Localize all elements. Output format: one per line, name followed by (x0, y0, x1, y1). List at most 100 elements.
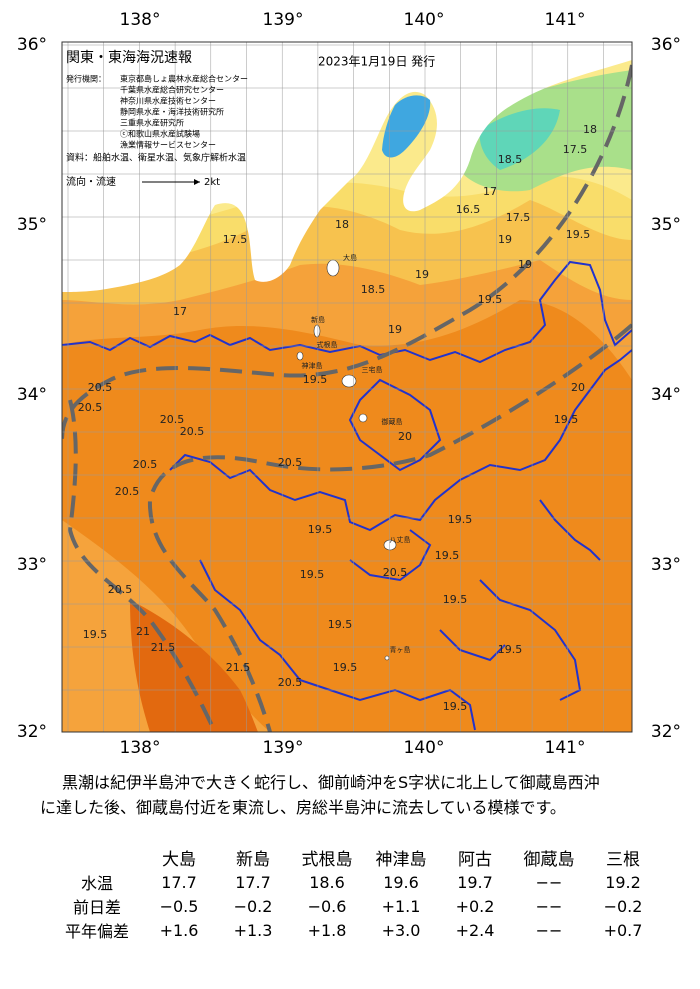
value: 19.7 (457, 872, 493, 892)
contour-label: 16.5 (456, 203, 481, 216)
contour-label: 19.5 (333, 661, 358, 674)
contour-label: 19.5 (478, 293, 503, 306)
value: −− (535, 920, 563, 940)
institution: ⓒ和歌山県水産試験場 (120, 129, 200, 139)
lat-label: 36° (651, 35, 681, 55)
lon-label: 140° (404, 10, 445, 30)
contour-label: 19.5 (300, 568, 325, 581)
lat-label: 33° (17, 555, 47, 575)
contour-label: 18.5 (498, 153, 523, 166)
value: −0.5 (159, 896, 199, 916)
lat-label: 35° (17, 215, 47, 235)
island-label: 三宅島 (362, 365, 383, 374)
contour-label: 17.5 (223, 233, 248, 246)
institution: 三重県水産研究所 (120, 118, 184, 128)
contour-label: 17 (483, 185, 497, 198)
value: 18.6 (309, 872, 345, 892)
summary: 黒潮は紀伊半島沖で大きく蛇行し、御前崎沖をS字状に北上して御蔵島西沖 に達した後… (40, 770, 680, 820)
institution: 漁業情報サービスセンター (120, 140, 216, 150)
contour-label: 17.5 (563, 143, 588, 156)
value: 19.6 (383, 872, 419, 892)
lat-label: 32° (17, 722, 47, 742)
contour-label: 21.5 (226, 661, 251, 674)
lon-label: 139° (263, 738, 304, 758)
value: 19.2 (605, 872, 641, 892)
data-source: 資料：船舶水温、衛星水温、気象庁解析水温 (66, 152, 246, 164)
value: 17.7 (161, 872, 197, 892)
value: +1.3 (233, 920, 273, 940)
lat-label: 35° (651, 215, 681, 235)
current-scale: 2kt (204, 177, 220, 188)
contour-label: 20.5 (278, 676, 303, 689)
contour-label: 19.5 (443, 700, 468, 713)
grid (62, 42, 632, 732)
map: 138° 138° 139° 139° 140° 140° 141° 141° 36° 36° 35… (17, 10, 681, 758)
island-label: 式根島 (317, 340, 338, 349)
lat-label: 34° (651, 385, 681, 405)
island-label: 大島 (343, 253, 357, 262)
value: +2.4 (455, 920, 495, 940)
contour-label: 18.5 (361, 283, 386, 296)
contour-label: 19.5 (448, 513, 473, 526)
lon-label: 138° (120, 738, 161, 758)
island-label: 御蔵島 (382, 417, 403, 426)
contour-label: 19.5 (308, 523, 333, 536)
contour-label: 20.5 (278, 456, 303, 469)
contour-label: 20 (571, 381, 585, 394)
value: +1.6 (159, 920, 199, 940)
institution: 神奈川県水産技術センター (120, 96, 216, 106)
station: 三根 (606, 850, 640, 870)
lon-label: 138° (120, 10, 161, 30)
contour-label: 19.5 (328, 618, 353, 631)
contour-label: 19 (498, 233, 512, 246)
value: +1.8 (307, 920, 347, 940)
value: +1.1 (381, 896, 421, 916)
header-row: 大島 新島 式根島 神津島 阿古 御蔵島 三根 (52, 845, 660, 870)
contour-label: 19.5 (498, 643, 523, 656)
contour-label: 20 (398, 430, 412, 443)
contour-label: 20.5 (88, 381, 113, 394)
island-label: 神津島 (302, 361, 323, 370)
contour-label: 21.5 (151, 641, 176, 654)
contour-label: 19 (415, 268, 429, 281)
contour-label: 20.5 (78, 401, 103, 414)
value: 17.7 (235, 872, 271, 892)
lon-label: 141° (545, 10, 586, 30)
station: 神津島 (375, 850, 427, 870)
institution: 東京都島しょ農林水産総合センター (120, 74, 248, 84)
data-row: 水温 17.7 17.7 18.6 19.6 19.7 −− 19.2 (52, 870, 660, 894)
contour-label: 20.5 (160, 413, 185, 426)
contour-label: 19 (518, 258, 532, 271)
contour-label: 18 (583, 123, 597, 136)
island-label: 八丈島 (390, 535, 411, 544)
value: +3.0 (381, 920, 421, 940)
island-label: 新島 (311, 315, 325, 324)
station: 阿古 (458, 850, 492, 870)
contour-label: 20.5 (383, 566, 408, 579)
institution: 千葉県水産総合研究センター (120, 85, 224, 95)
station: 大島 (162, 850, 196, 870)
island-label: 青ヶ島 (390, 645, 411, 654)
value: +0.7 (603, 920, 643, 940)
contour-label: 19.5 (566, 228, 591, 241)
contour-label: 17 (173, 305, 187, 318)
map-frame (61, 41, 633, 733)
contour-label: 18 (335, 218, 349, 231)
contour-label: 19.5 (83, 628, 108, 641)
contour-label: 20.5 (180, 425, 205, 438)
station: 式根島 (301, 850, 353, 870)
contour-label: 19.5 (554, 413, 579, 426)
corner (52, 845, 142, 870)
contour-label: 21 (136, 625, 150, 638)
issue-date: 2023年1月19日 発行 (318, 55, 435, 69)
current-label: 流向・流速 (66, 175, 116, 188)
lon-label: 141° (545, 738, 586, 758)
contour-label: 19.5 (303, 373, 328, 386)
contour-label: 19.5 (443, 593, 468, 606)
station: 御蔵島 (523, 850, 575, 870)
institution: 静岡県水産・海洋技術研究所 (120, 107, 224, 117)
contour-label: 19.5 (435, 549, 460, 562)
value: −0.6 (307, 896, 347, 916)
station: 新島 (236, 850, 270, 870)
